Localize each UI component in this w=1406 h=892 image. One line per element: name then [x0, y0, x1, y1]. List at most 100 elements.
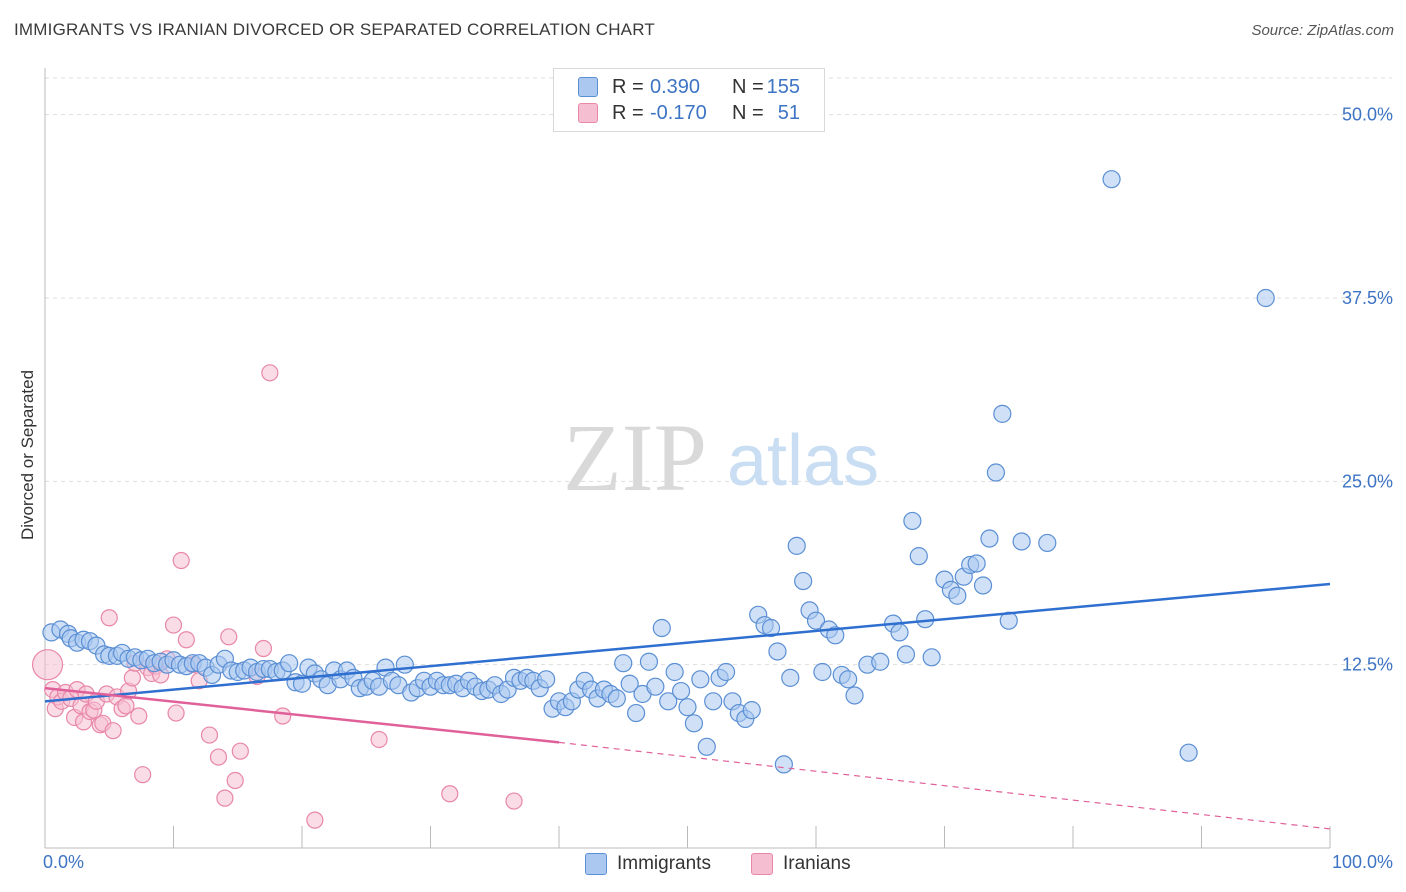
- watermark-atlas: atlas: [727, 421, 879, 501]
- source-label: Source: ZipAtlas.com: [1251, 22, 1394, 39]
- y-tick-label: 25.0%: [1342, 471, 1393, 491]
- immigrants-point: [1179, 743, 1198, 762]
- immigrants-point: [806, 611, 826, 630]
- immigrants-point: [716, 662, 736, 682]
- immigrants-point: [922, 648, 941, 667]
- legend-iranians-swatch: [751, 853, 773, 875]
- immigrants-swatch: [578, 77, 598, 97]
- x-tick-label-max: 100.0%: [1331, 852, 1393, 872]
- immigrants-point: [871, 652, 890, 671]
- iranians-point: [226, 771, 244, 790]
- immigrants-point: [973, 576, 993, 595]
- immigrants-point: [909, 547, 928, 566]
- iranians-point: [177, 631, 195, 649]
- iranians-point: [274, 707, 292, 725]
- iranians-point: [130, 707, 148, 725]
- immigrants-point: [781, 668, 800, 687]
- iranians-point: [209, 748, 228, 766]
- iranians-point: [164, 616, 183, 634]
- immigrants-point: [652, 618, 671, 638]
- iranians-trend-line: [44, 686, 560, 744]
- r-label: R =: [612, 75, 644, 98]
- immigrants-point: [1012, 532, 1031, 551]
- iranians-point: [200, 726, 219, 744]
- watermark: ZIP atlas: [563, 404, 879, 511]
- immigrants-point: [614, 654, 633, 673]
- y-tick-labels: 12.5% 25.0% 37.5% 50.0%: [1342, 105, 1393, 675]
- immigrants-point: [646, 677, 665, 696]
- n-value: 155: [766, 75, 800, 98]
- x-tick-label-min: 0.0%: [43, 852, 85, 872]
- immigrants-point: [395, 655, 414, 674]
- immigrants-point: [980, 529, 999, 548]
- n-label: N =: [732, 101, 764, 124]
- immigrants-point: [794, 571, 813, 591]
- iranians-point: [370, 730, 388, 749]
- immigrants-point: [1038, 533, 1057, 553]
- iranians-point: [216, 789, 234, 807]
- immigrants-point: [697, 737, 716, 756]
- immigrants-point: [626, 703, 646, 723]
- immigrants-point: [537, 670, 556, 689]
- immigrants-point: [826, 626, 845, 645]
- y-tick-label: 50.0%: [1342, 105, 1393, 125]
- iranians-point: [104, 722, 122, 740]
- immigrants-point: [1256, 288, 1275, 308]
- immigrants-point: [986, 463, 1006, 482]
- r-label: R =: [612, 101, 644, 124]
- immigrants-point: [903, 511, 922, 531]
- iranians-point: [123, 669, 141, 687]
- legend-iranians-label: Iranians: [783, 853, 851, 874]
- immigrants-point: [1102, 170, 1121, 189]
- iranians-point: [441, 785, 459, 803]
- legend-row-immigrants: R = 0.390 N = 155: [554, 75, 824, 99]
- immigrants-point: [967, 554, 986, 573]
- watermark-zip: ZIP: [563, 404, 707, 511]
- grid-layer: [45, 77, 1392, 666]
- immigrants-point: [684, 714, 704, 733]
- immigrants-point: [607, 689, 626, 708]
- iranians-point: [306, 811, 324, 829]
- immigrants-point: [704, 692, 723, 711]
- iranians-point: [31, 649, 64, 681]
- n-value: 51: [777, 101, 800, 124]
- immigrants-point: [659, 692, 678, 711]
- immigrants-point: [761, 618, 781, 638]
- iranians-points: [31, 364, 523, 829]
- iranians-point: [172, 551, 190, 570]
- n-label: N =: [732, 75, 764, 98]
- immigrants-point: [845, 686, 864, 705]
- immigrants-points: [42, 170, 1275, 774]
- iranians-swatch: [578, 103, 598, 123]
- iranians-point: [100, 609, 118, 627]
- series-legend: Immigrants Iranians: [0, 852, 1406, 878]
- legend-row-iranians: R = -0.170 N = 51: [554, 101, 824, 125]
- immigrants-point: [993, 404, 1012, 423]
- immigrants-point: [742, 701, 761, 720]
- iranians-point: [261, 364, 279, 382]
- axes-layer: [44, 68, 1331, 849]
- immigrants-point: [813, 662, 832, 682]
- iranians-point: [505, 792, 523, 810]
- iranians-point: [231, 742, 249, 760]
- immigrants-point: [948, 586, 967, 605]
- immigrants-point: [639, 652, 659, 671]
- immigrants-point: [678, 698, 697, 717]
- immigrants-point: [691, 670, 710, 689]
- immigrants-point: [896, 645, 916, 664]
- correlation-legend: R = 0.390 N = 155 R = -0.170 N = 51: [553, 68, 825, 132]
- iranians-point: [220, 628, 238, 646]
- immigrants-point: [620, 674, 639, 693]
- y-tick-label: 12.5%: [1342, 655, 1393, 675]
- iranians-point: [167, 704, 185, 722]
- immigrants-point: [671, 681, 691, 701]
- iranians-trend-extension: [558, 741, 1331, 830]
- immigrants-point: [280, 654, 299, 673]
- immigrants-point: [774, 755, 793, 774]
- legend-immigrants-swatch: [585, 853, 607, 875]
- r-value: 0.390: [650, 75, 701, 98]
- r-value: -0.170: [650, 101, 707, 124]
- legend-immigrants-label: Immigrants: [617, 853, 711, 874]
- immigrants-point: [839, 670, 858, 689]
